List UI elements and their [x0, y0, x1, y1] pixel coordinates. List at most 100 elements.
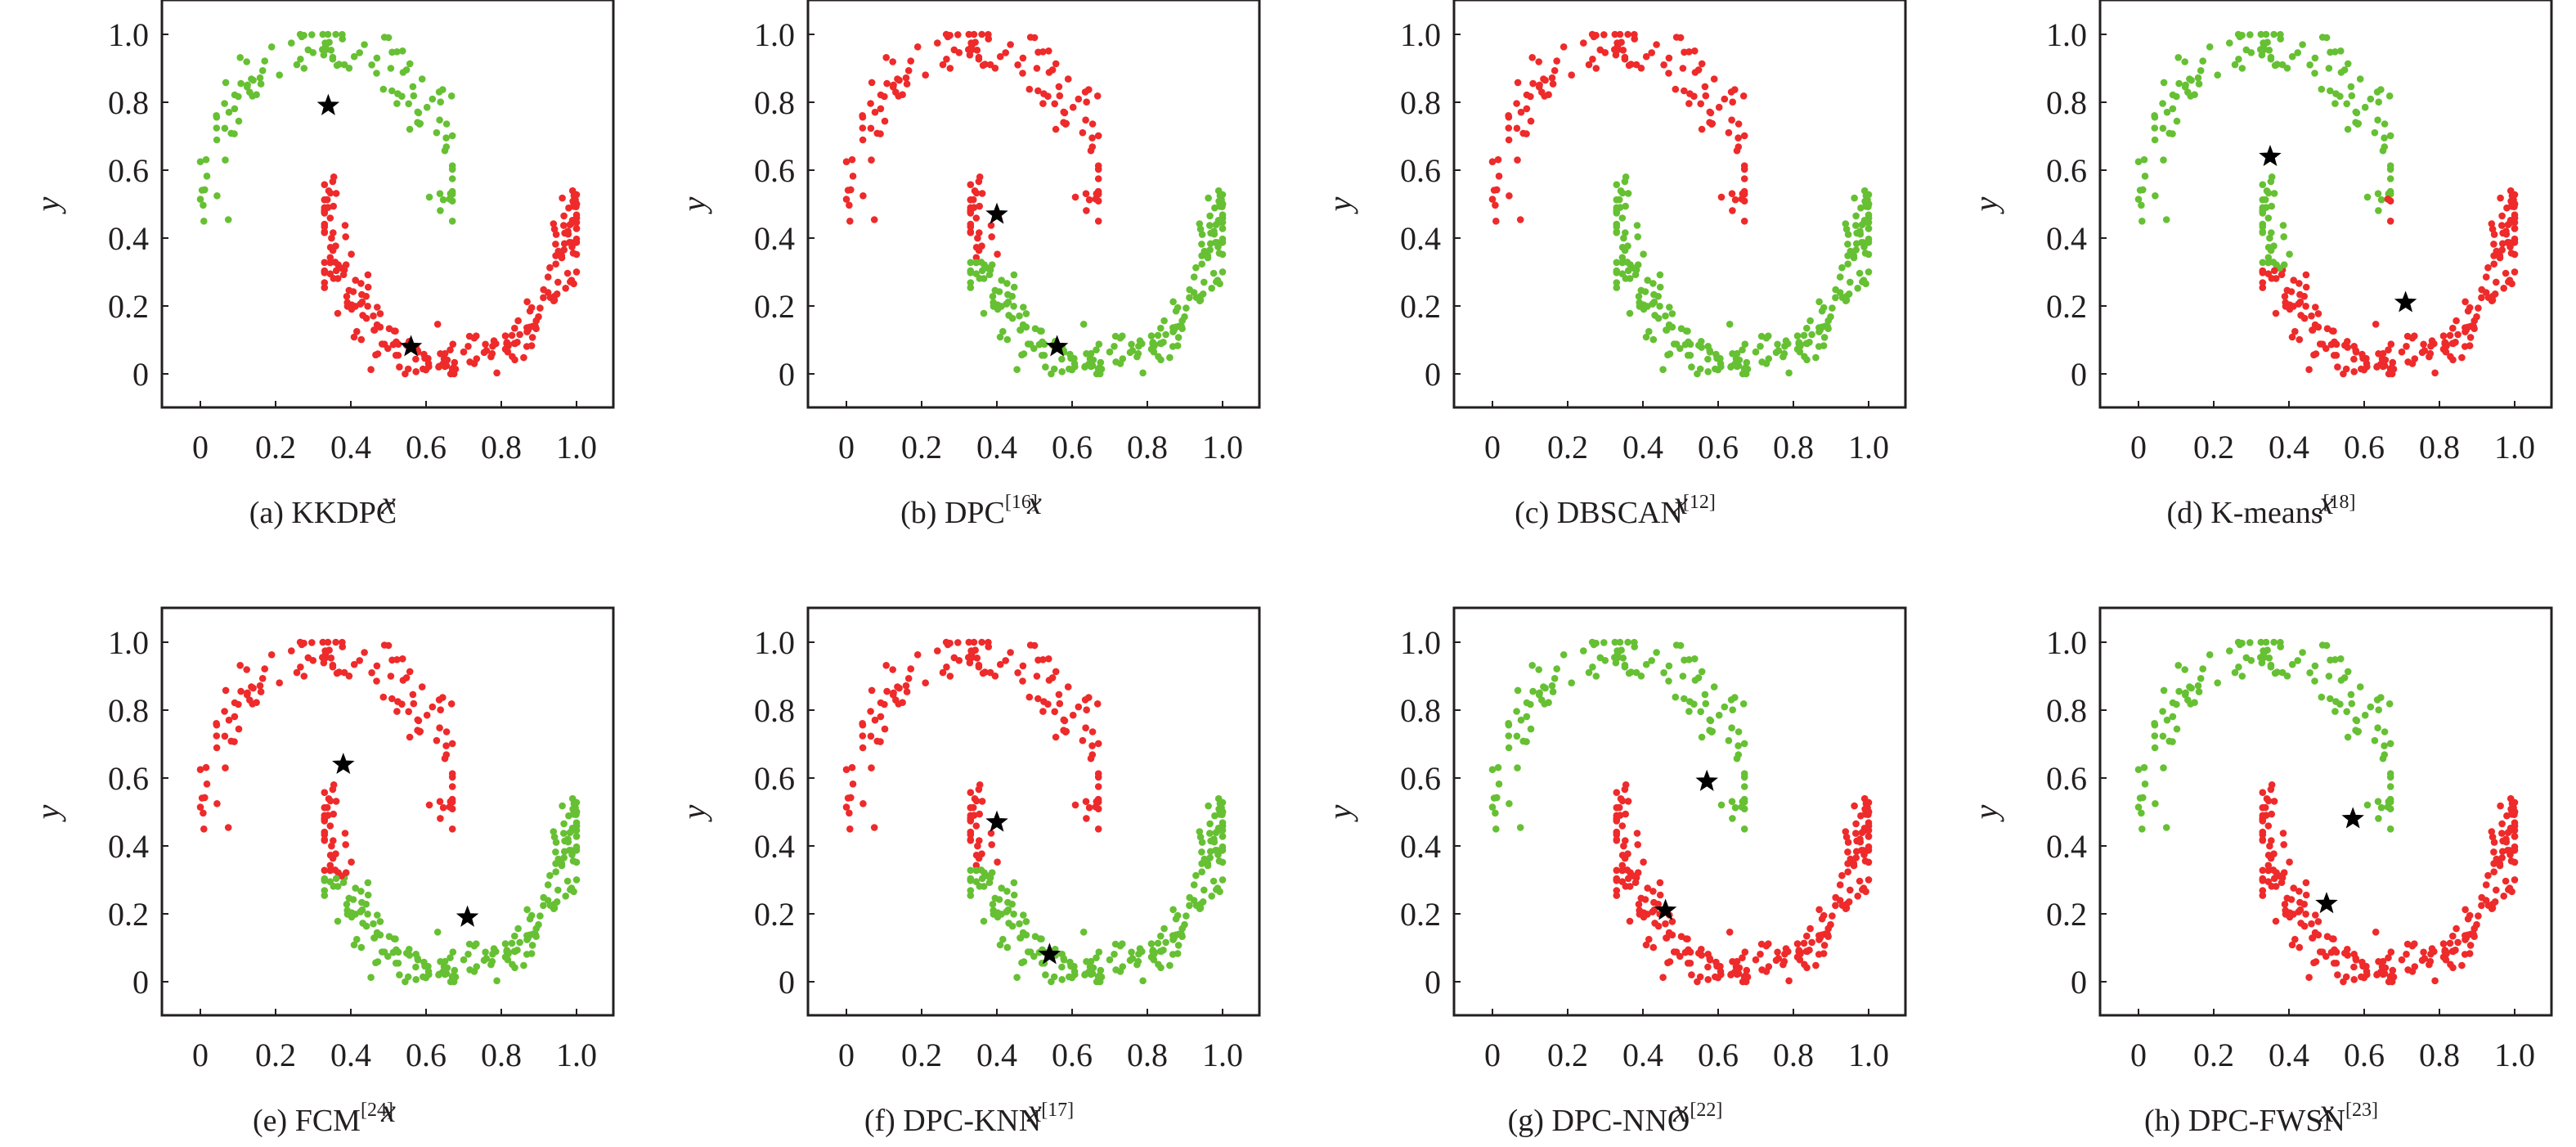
x-tick-label: 0.4: [976, 429, 1017, 466]
data-point: [1198, 839, 1206, 846]
data-point: [276, 71, 284, 79]
data-point: [1205, 194, 1212, 202]
data-point: [877, 91, 885, 99]
data-point: [572, 858, 581, 866]
data-point: [1535, 58, 1542, 65]
data-point: [2199, 57, 2206, 65]
data-point: [939, 61, 947, 69]
data-point: [2387, 367, 2394, 374]
data-point: [1169, 906, 1177, 914]
data-point: [1196, 225, 1205, 233]
data-point: [424, 354, 432, 362]
data-point: [2381, 134, 2388, 142]
data-point: [244, 689, 251, 697]
data-point: [2264, 861, 2273, 870]
data-point: [345, 65, 353, 72]
data-point: [2498, 830, 2506, 837]
data-point: [1785, 369, 1793, 377]
data-point: [991, 894, 999, 902]
data-point: [994, 858, 1001, 866]
data-point: [1513, 100, 1520, 107]
data-point: [384, 641, 393, 650]
data-point: [934, 39, 941, 47]
data-point: [2482, 273, 2490, 281]
x-axis-label: x: [1026, 484, 1042, 521]
data-point: [1551, 67, 1559, 74]
data-point: [511, 964, 518, 972]
data-point: [2371, 128, 2379, 137]
y-tick-label: 0: [1425, 356, 1441, 393]
data-point: [2330, 352, 2338, 359]
data-point: [1003, 888, 1011, 895]
data-point: [1735, 728, 1743, 735]
data-point: [2420, 948, 2427, 956]
data-point: [2403, 940, 2412, 948]
data-point: [1856, 269, 1864, 277]
data-point: [2268, 781, 2276, 789]
data-point: [396, 363, 403, 371]
data-point: [1174, 304, 1182, 312]
data-point: [1726, 321, 1734, 328]
data-point: [2453, 317, 2460, 325]
data-point: [2337, 47, 2345, 55]
x-tick-label: 0.8: [2419, 1037, 2460, 1073]
data-point: [954, 31, 962, 38]
data-point: [2506, 825, 2515, 832]
data-point: [2291, 327, 2299, 335]
data-point: [448, 825, 456, 833]
data-point: [1698, 733, 1706, 741]
data-point: [523, 906, 531, 914]
data-point: [418, 683, 426, 690]
data-point: [236, 54, 245, 61]
data-point: [2259, 223, 2267, 231]
data-point: [203, 780, 211, 788]
data-point: [2141, 173, 2149, 180]
data-point: [1174, 942, 1183, 949]
data-point: [1740, 773, 1748, 781]
data-point: [1656, 283, 1664, 291]
data-point: [1613, 229, 1621, 236]
data-point: [877, 699, 885, 707]
data-point: [2282, 299, 2289, 307]
data-point: [1033, 65, 1041, 72]
data-point: [922, 679, 929, 686]
data-point: [1611, 46, 1618, 53]
data-point: [1147, 332, 1156, 340]
data-point: [1218, 876, 1227, 884]
data-point: [2270, 875, 2278, 883]
x-tick-label: 1.0: [1202, 429, 1243, 466]
data-point: [1852, 240, 1860, 248]
data-point: [300, 65, 308, 72]
data-point: [1181, 313, 1188, 321]
y-tick-label: 1.0: [2046, 624, 2087, 661]
data-point: [998, 911, 1005, 918]
data-point: [1682, 935, 1690, 942]
data-point: [2174, 54, 2182, 61]
data-point: [1740, 783, 1748, 790]
data-point: [1665, 70, 1672, 77]
data-point: [842, 803, 850, 811]
data-point: [2288, 660, 2296, 668]
data-point: [2290, 277, 2297, 284]
data-point: [376, 310, 384, 317]
data-point: [1739, 798, 1747, 806]
data-point: [2134, 766, 2143, 773]
y-tick-label: 0.2: [108, 288, 149, 325]
data-point: [1636, 906, 1643, 915]
data-point: [441, 146, 449, 155]
data-point: [2354, 119, 2363, 128]
data-point: [1119, 332, 1126, 340]
data-point: [243, 58, 251, 65]
y-tick-label: 0: [779, 964, 795, 1001]
data-point: [1704, 355, 1712, 363]
data-point: [2511, 798, 2519, 807]
data-point: [2181, 58, 2188, 65]
data-point: [1069, 103, 1077, 111]
data-point: [1735, 362, 1743, 370]
data-point: [1633, 222, 1641, 229]
data-point: [1169, 298, 1177, 306]
data-point: [1218, 224, 1227, 232]
data-point: [1860, 825, 1869, 832]
caption-text: (b) DPC: [900, 496, 1005, 530]
data-point: [1752, 348, 1760, 356]
